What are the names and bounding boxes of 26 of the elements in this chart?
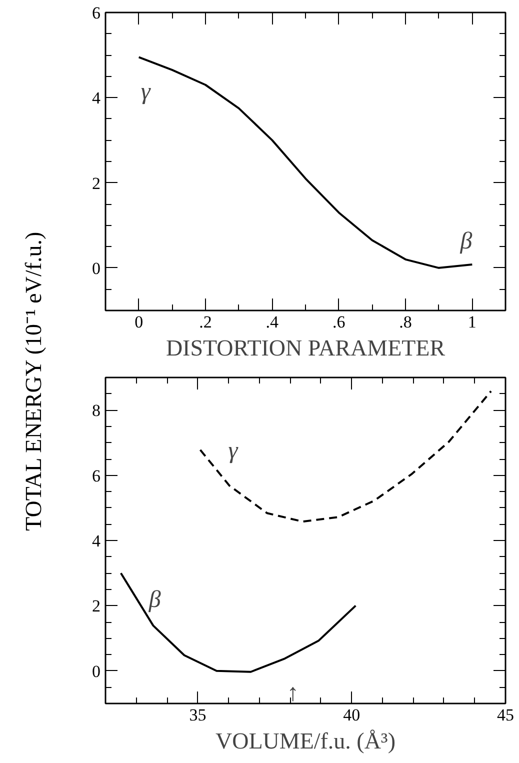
x-tick-label: .2 <box>199 312 212 332</box>
y-tick-label: 2 <box>92 596 100 616</box>
x-axis-title: VOLUME/f.u. (Å³) <box>216 728 396 754</box>
x-tick-label: .4 <box>266 312 280 332</box>
x-tick-label: .8 <box>399 312 412 332</box>
x-tick-label: 0 <box>134 312 144 332</box>
y-tick-label: 6 <box>92 4 100 22</box>
y-axis-title: TOTAL ENERGY (10⁻¹ eV/f.u.) <box>21 232 46 531</box>
annotation: ↑ <box>286 680 299 707</box>
x-tick-label: .6 <box>332 312 346 332</box>
x-tick-label: 1 <box>468 312 476 332</box>
y-tick-label: 0 <box>92 662 100 681</box>
x-tick-label: 40 <box>343 706 360 724</box>
x-axis-title: DISTORTION PARAMETER <box>166 336 446 360</box>
legend-label: β <box>148 587 161 614</box>
y-tick-label: 4 <box>92 532 101 550</box>
y-tick-label: 0 <box>92 258 100 278</box>
y-tick-label: 4 <box>92 88 101 108</box>
series-label: γ <box>228 438 238 464</box>
annotation: β <box>459 228 472 255</box>
x-tick-label: 35 <box>189 706 206 724</box>
y-tick-label: 6 <box>92 466 100 486</box>
y-tick-label: 8 <box>92 401 100 420</box>
annotation: γ <box>140 79 151 106</box>
x-tick-label: 45 <box>497 706 514 724</box>
y-tick-label: 2 <box>92 174 100 193</box>
